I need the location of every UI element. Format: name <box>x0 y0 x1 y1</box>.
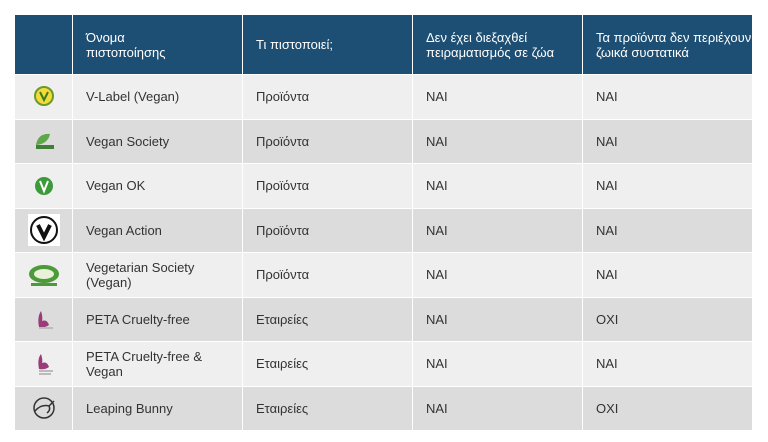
cell: PETA Cruelty-free <box>73 297 242 341</box>
logo-cell <box>15 297 72 341</box>
cell: Εταιρείες <box>243 386 412 430</box>
logo-cell <box>15 119 72 163</box>
cell: ΝΑΙ <box>583 119 752 163</box>
cell: ΝΑΙ <box>413 119 582 163</box>
header-cell <box>15 15 72 74</box>
cell: Εταιρείες <box>243 297 412 341</box>
cell: ΝΑΙ <box>413 342 582 386</box>
logo <box>32 397 55 419</box>
cell: ΝΑΙ <box>413 386 582 430</box>
cell: PETA Cruelty-free & Vegan <box>73 342 242 386</box>
header-cell: Τα προϊόντα δεν περιέχουν ζωικά συστατικά <box>583 15 752 74</box>
header-cell: Δεν έχει διεξαχθεί πειραματισμός σε ζώα <box>413 15 582 74</box>
header-text: πιστοποίησης <box>86 44 166 60</box>
header-text: Τι πιστοποιεί; <box>256 37 334 52</box>
cell: Vegetarian Society (Vegan) <box>73 253 242 297</box>
logo <box>28 264 59 286</box>
logo <box>35 134 54 150</box>
header-text: ζωικά συστατικά <box>596 44 689 60</box>
header-text: πειραματισμός σε ζώα <box>426 44 555 60</box>
header-text: Όνομα <box>86 29 125 45</box>
cell: Προϊόντα <box>243 75 412 119</box>
logo <box>27 214 60 247</box>
logo <box>37 311 53 330</box>
table: Όνομα πιστοποίησης Τι πιστοποιεί; Δεν έχε… <box>15 15 752 430</box>
logo-cell <box>15 386 72 430</box>
cell: Προϊόντα <box>243 208 412 252</box>
cell: Vegan Society <box>73 119 242 163</box>
cell: ΟΧΙ <box>583 386 752 430</box>
header-text: Τα προϊόντα δεν περιέχουν <box>596 29 752 45</box>
cell: V-Label (Vegan) <box>73 75 242 119</box>
logo <box>33 85 54 106</box>
logo <box>34 176 53 195</box>
cell: Προϊόντα <box>243 164 412 208</box>
cell: Vegan Action <box>73 208 242 252</box>
cell: Προϊόντα <box>243 119 412 163</box>
cell: ΝΑΙ <box>413 253 582 297</box>
header-cell: Όνομα πιστοποίησης <box>73 15 242 74</box>
cell: ΝΑΙ <box>413 208 582 252</box>
logo-cell <box>15 164 72 208</box>
cell: ΝΑΙ <box>413 164 582 208</box>
cell: ΟΧΙ <box>583 297 752 341</box>
cell: Vegan OK <box>73 164 242 208</box>
logo-cell <box>15 342 72 386</box>
cell: Εταιρείες <box>243 342 412 386</box>
logo-cell <box>15 75 72 119</box>
cell: ΝΑΙ <box>583 208 752 252</box>
cell: Προϊόντα <box>243 253 412 297</box>
cell: ΝΑΙ <box>583 164 752 208</box>
header-text: Δεν έχει διεξαχθεί <box>426 29 528 45</box>
cell: ΝΑΙ <box>413 297 582 341</box>
logo-cell <box>15 208 72 252</box>
cell: Leaping Bunny <box>73 386 242 430</box>
cell: ΝΑΙ <box>583 342 752 386</box>
cell: ΝΑΙ <box>583 75 752 119</box>
cell: ΝΑΙ <box>583 253 752 297</box>
cell: ΝΑΙ <box>413 75 582 119</box>
logo-cell <box>15 253 72 297</box>
header-cell: Τι πιστοποιεί; <box>243 15 412 74</box>
logo <box>37 353 53 375</box>
